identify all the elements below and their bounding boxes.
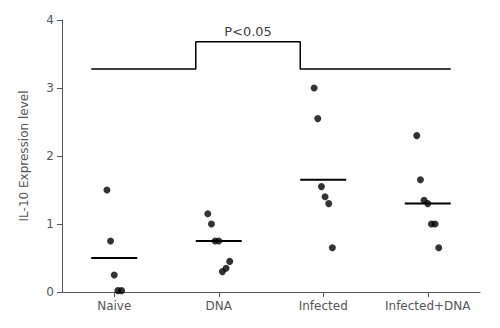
svg-text:Naive: Naive xyxy=(97,299,131,313)
svg-text:2: 2 xyxy=(46,149,54,163)
svg-text:Infected: Infected xyxy=(299,299,348,313)
svg-text:4: 4 xyxy=(46,13,54,27)
svg-text:P<0.05: P<0.05 xyxy=(224,24,272,39)
svg-text:0: 0 xyxy=(46,285,54,299)
svg-text:DNA: DNA xyxy=(206,299,233,313)
svg-text:IL-10 Expression level: IL-10 Expression level xyxy=(17,91,31,222)
svg-text:3: 3 xyxy=(46,81,54,95)
svg-text:1: 1 xyxy=(46,217,54,231)
svg-text:Infected+DNA: Infected+DNA xyxy=(385,299,471,313)
